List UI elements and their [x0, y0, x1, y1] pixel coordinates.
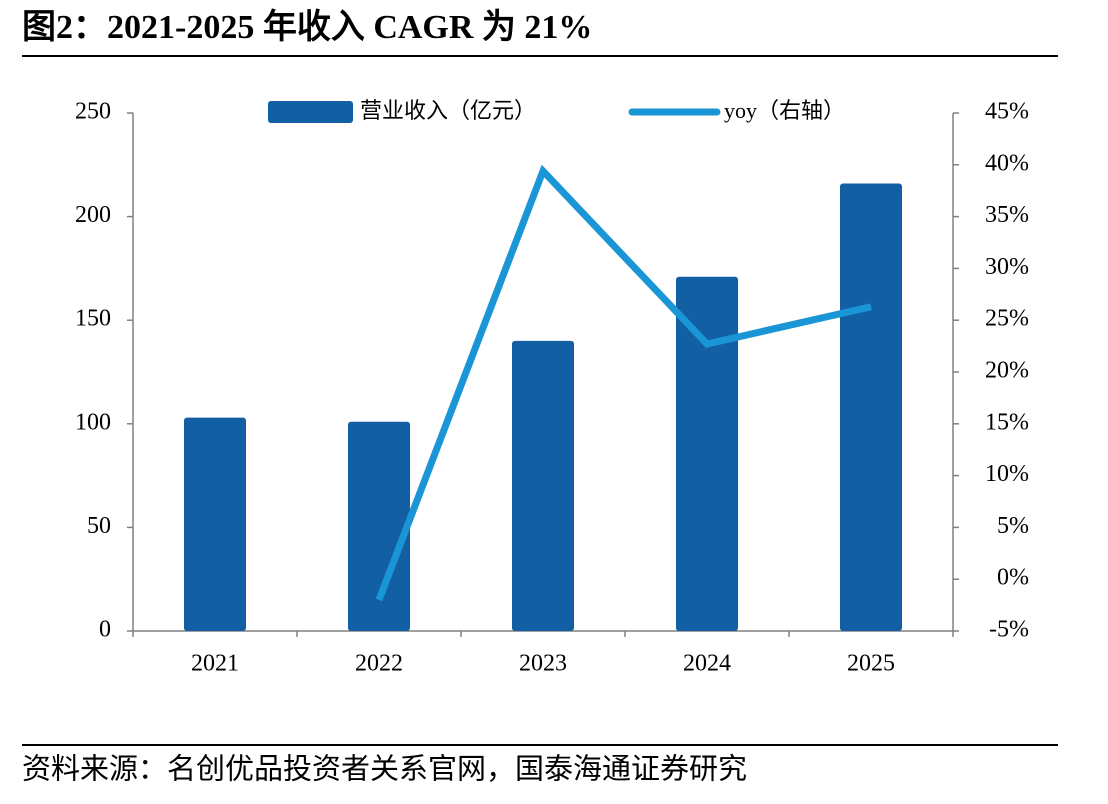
legend-label: 营业收入（亿元） [360, 98, 536, 123]
y2-tick-label: -5% [989, 617, 1029, 643]
y2-tick-label: 35% [985, 202, 1029, 228]
y2-tick-label: 30% [985, 254, 1029, 280]
x-tick-label: 2022 [355, 651, 403, 677]
bar [840, 183, 902, 631]
y-tick-label: 0 [99, 617, 111, 643]
y2-tick-label: 20% [985, 358, 1029, 384]
line [375, 164, 872, 602]
y-tick-label: 250 [75, 99, 111, 125]
legend-label: yoy（右轴） [724, 98, 845, 123]
legend-swatch [268, 101, 353, 123]
source: 资料来源：名创优品投资者关系官网，国泰海通证券研究 [22, 753, 747, 786]
bar [676, 276, 738, 631]
chart-title: 图2：2021-2025 年收入 CAGR 为 21% [22, 8, 592, 46]
x-tick-label: 2021 [191, 651, 239, 677]
y2-tick-label: 15% [985, 409, 1029, 435]
x-tick-label: 2023 [519, 651, 567, 677]
x-tick-label: 2024 [683, 651, 731, 677]
y-tick-label: 100 [75, 409, 111, 435]
bar [512, 340, 574, 631]
y2-tick-label: 10% [985, 461, 1029, 487]
bar [348, 421, 410, 631]
x-tick-label: 2025 [847, 651, 895, 677]
y-tick-label: 150 [75, 306, 111, 332]
y2-tick-label: 0% [997, 565, 1029, 591]
y2-tick-label: 45% [985, 99, 1029, 125]
y2-tick-label: 5% [997, 513, 1029, 539]
y2-tick-label: 25% [985, 306, 1029, 332]
y-tick-label: 200 [75, 202, 111, 228]
y2-tick-label: 40% [985, 150, 1029, 176]
bar [184, 417, 246, 631]
y-tick-label: 50 [87, 513, 111, 539]
